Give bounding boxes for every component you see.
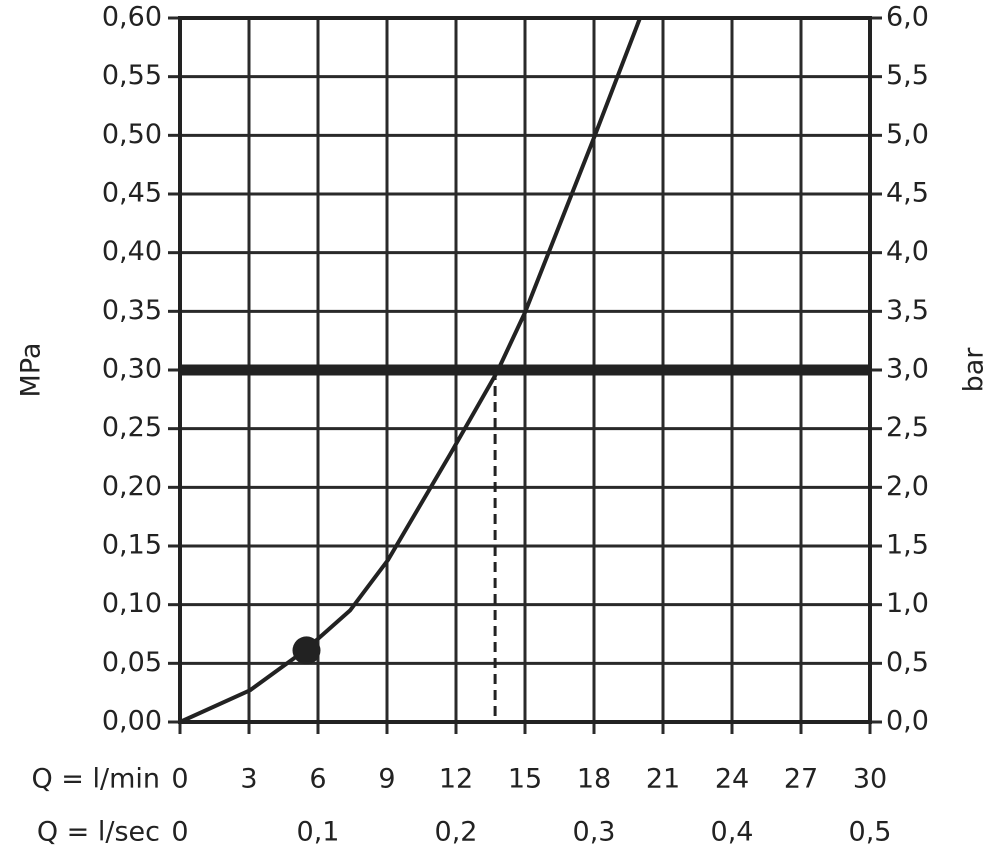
y2-tick-label: 1,0 [886, 588, 929, 619]
y-tick-label: 0,55 [102, 60, 162, 91]
y-tick-label: 0,05 [102, 647, 162, 678]
x-tick-label: 9 [378, 764, 395, 795]
y-tick-label: 0,30 [102, 354, 162, 385]
y2-tick-label: 6,0 [886, 2, 929, 33]
x-tick-label: 21 [646, 764, 680, 795]
x-tick-label: 30 [853, 764, 887, 795]
x-tick-label: 6 [309, 764, 326, 795]
y2-tick-label: 5,0 [886, 119, 929, 150]
x2-tick-label: 0,5 [849, 817, 892, 848]
plot-frame [178, 16, 872, 724]
y-tick-label: 0,50 [102, 119, 162, 150]
y2-tick-label: 3,5 [886, 295, 929, 326]
curve [179, 17, 642, 724]
y-tick-label: 0,00 [102, 706, 162, 737]
x-tick-label: 24 [715, 764, 749, 795]
y-tick-label: 0,45 [102, 178, 162, 209]
x-axis-label: Q = l/min [31, 764, 160, 795]
y-tick-label: 0,40 [102, 236, 162, 267]
x-tick-label: 0 [171, 764, 188, 795]
x-tick-label: 3 [240, 764, 257, 795]
y2-tick-label: 0,0 [886, 706, 929, 737]
marker [292, 636, 321, 665]
y-tick-label: 0,15 [102, 530, 162, 561]
y2-tick-label: 1,5 [886, 530, 929, 561]
x-tick-label: 27 [784, 764, 818, 795]
y-tick-label: 0,20 [102, 471, 162, 502]
x2-tick-label: 0 [171, 817, 188, 848]
x2-tick-label: 0,2 [435, 817, 478, 848]
y2-tick-label: 2,5 [886, 412, 929, 443]
x-tick-label: 18 [577, 764, 611, 795]
y2-axis-label: bar [959, 347, 990, 393]
y-tick-label: 0,25 [102, 412, 162, 443]
y2-tick-label: 5,5 [886, 60, 929, 91]
y-tick-label: 0,10 [102, 588, 162, 619]
y2-tick-label: 2,0 [886, 471, 929, 502]
y2-tick-label: 4,0 [886, 236, 929, 267]
x-tick-label: 15 [508, 764, 542, 795]
y-tick-label: 0,35 [102, 295, 162, 326]
y-axis-label: MPa [16, 343, 47, 398]
x2-tick-label: 0,1 [297, 817, 340, 848]
x2-tick-label: 0,3 [573, 817, 616, 848]
y2-tick-label: 4,5 [886, 178, 929, 209]
y2-tick-label: 0,5 [886, 647, 929, 678]
y-tick-label: 0,60 [102, 2, 162, 33]
y2-tick-label: 3,0 [886, 354, 929, 385]
x2-axis-label: Q = l/sec [37, 817, 160, 848]
x-tick-label: 12 [439, 764, 473, 795]
x2-tick-label: 0,4 [711, 817, 754, 848]
